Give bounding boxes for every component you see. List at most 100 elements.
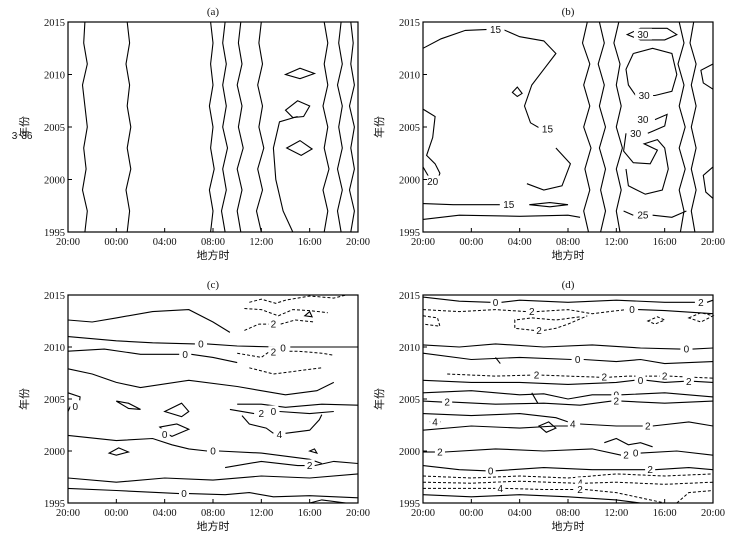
x-tick-label: 00:00	[104, 508, 128, 519]
contour-label-bg	[17, 129, 36, 141]
contour-line	[255, 21, 265, 233]
x-tick-label: 20:00	[56, 237, 80, 248]
y-tick-label: 1995	[44, 499, 65, 510]
contour-label: 4	[498, 484, 504, 495]
contour-line	[451, 400, 612, 406]
contour-line	[116, 400, 141, 410]
contour-label: 0	[684, 345, 690, 356]
plot-frame	[67, 294, 359, 504]
contour-line	[495, 467, 646, 472]
contour-label: 4	[570, 419, 576, 430]
contour-line	[422, 214, 581, 220]
contour-label-bg	[499, 198, 518, 210]
contour-line	[597, 21, 607, 233]
contour-label-bg	[180, 348, 191, 360]
contour-label-bg	[268, 346, 279, 358]
contour-label: 30	[630, 129, 642, 140]
x-tick-label: 00:00	[459, 237, 483, 248]
contour-label: 2	[536, 326, 542, 337]
contour-line	[67, 336, 195, 345]
contour-label-bg	[642, 420, 653, 432]
contour-line	[638, 309, 714, 315]
contour-line	[422, 494, 641, 504]
y-tick-label: 2010	[44, 71, 65, 82]
contour-label-bg	[575, 477, 586, 489]
x-tick-label: 12:00	[249, 237, 273, 248]
contour-label-bg	[195, 337, 206, 349]
contour-line	[422, 379, 635, 385]
y-tick-label: 2010	[44, 343, 65, 354]
contour-line	[536, 309, 627, 315]
contour-label-bg	[208, 445, 218, 456]
contour-line	[422, 352, 572, 361]
contour-label: 2	[686, 377, 692, 388]
contour-line	[537, 421, 557, 433]
panel-title: (b)	[562, 6, 575, 18]
x-tick-label: 12:00	[604, 508, 628, 519]
contour-label: 0	[182, 350, 188, 361]
contour-label-bg	[70, 400, 81, 412]
contour-line	[244, 308, 328, 317]
panel-title: (d)	[562, 279, 575, 291]
contour-label: 0	[488, 466, 494, 477]
contour-label: 2	[623, 451, 629, 462]
contour-line	[81, 21, 88, 233]
contour-label: 2	[534, 371, 540, 382]
contour-line	[67, 434, 208, 452]
contour-line	[529, 202, 569, 208]
y-tick-label: 2000	[44, 447, 65, 458]
contour-line	[501, 299, 695, 303]
contour-line	[652, 210, 687, 218]
contour-line	[279, 350, 334, 356]
contour-label: 0	[280, 344, 286, 355]
contour-label-bg	[531, 369, 542, 381]
contour-line	[531, 392, 539, 404]
contour-label-bg	[681, 343, 692, 355]
contour-line	[640, 450, 714, 456]
contour-line	[107, 447, 131, 456]
contour-line	[584, 481, 714, 485]
contour-line	[609, 375, 660, 378]
contour-line	[422, 309, 527, 313]
contour-line	[303, 310, 314, 318]
contour-label-bg	[611, 395, 622, 407]
contour-label-bg	[635, 89, 654, 101]
contour-label: 0	[271, 407, 277, 418]
contour-line	[422, 473, 714, 479]
contour-line	[623, 210, 634, 216]
x-tick-label: 20:00	[701, 237, 725, 248]
contour-label-bg	[534, 324, 544, 336]
contour-line	[621, 392, 714, 398]
contour-label-bg	[633, 28, 652, 40]
contour-line	[676, 490, 714, 504]
contour-line	[422, 343, 681, 350]
y-tick-label: 1995	[44, 228, 65, 239]
y-tick-label: 2000	[44, 176, 65, 187]
contour-label: 15	[542, 125, 554, 136]
contour-label-bg	[485, 464, 496, 476]
x-tick-label: 20:00	[411, 237, 435, 248]
x-tick-label: 04:00	[153, 237, 177, 248]
contour-label: 2	[614, 397, 620, 408]
contour-label: 4	[277, 430, 283, 441]
contour-label: 15	[503, 200, 515, 211]
contour-label: 0	[72, 402, 78, 413]
x-tick-label: 04:00	[508, 237, 532, 248]
contour-line	[422, 28, 489, 49]
contour-label: 0	[638, 376, 644, 387]
contour-label: 0	[629, 305, 635, 316]
x-axis-label: 地方时	[552, 248, 585, 262]
contour-line	[646, 379, 685, 383]
contour-label: 30	[639, 91, 651, 102]
contour-label: 0	[210, 447, 216, 458]
contour-label: 25	[637, 211, 649, 222]
contour-line	[422, 203, 501, 206]
contour-label: 2	[662, 372, 668, 383]
contour-label-bg	[659, 370, 670, 382]
contour-line	[237, 351, 269, 358]
y-tick-label: 2005	[399, 395, 420, 406]
contour-line	[241, 415, 274, 434]
x-tick-label: 04:00	[153, 508, 177, 519]
